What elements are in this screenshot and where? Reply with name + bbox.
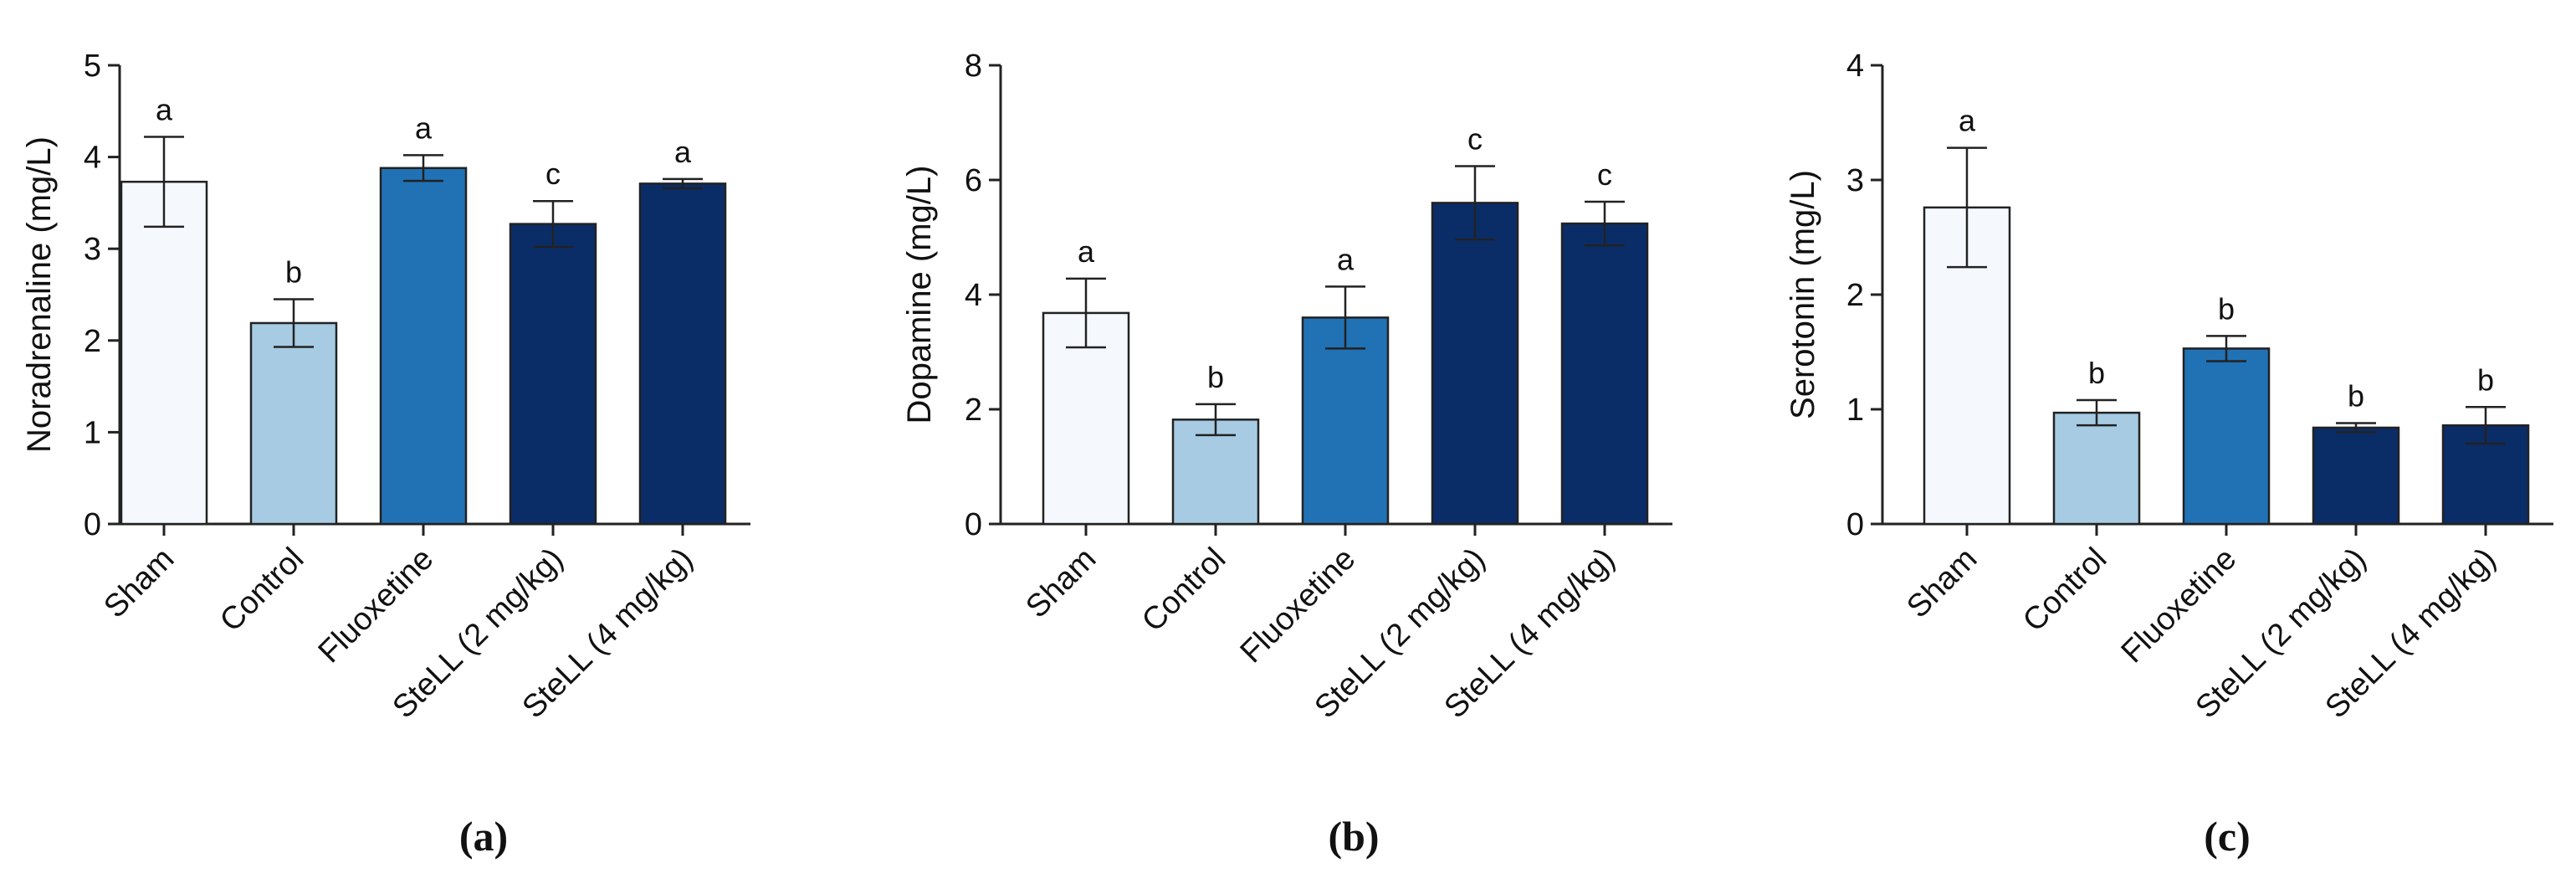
y-axis-title: Dopamine (mg/L) — [901, 165, 938, 424]
bar-3 — [2182, 347, 2271, 526]
y-tick-label: 0 — [965, 507, 982, 542]
x-category-label: Fluoxetine — [2115, 542, 2244, 670]
x-category-label: Fluoxetine — [312, 542, 441, 670]
significance-letter: a — [1959, 104, 1976, 138]
bar-2 — [1171, 419, 1260, 526]
significance-letter: a — [415, 110, 433, 145]
y-tick-label: 3 — [1846, 163, 1864, 198]
significance-letter: a — [1337, 242, 1355, 276]
panel-label: (a) — [459, 813, 508, 860]
y-tick-label: 1 — [84, 415, 101, 450]
x-category-label: Fluoxetine — [1234, 542, 1363, 670]
significance-letter: c — [1467, 122, 1483, 157]
significance-letter: b — [2218, 291, 2235, 326]
y-tick-label: 2 — [1846, 278, 1864, 313]
bar-4 — [509, 223, 597, 526]
y-tick-label: 0 — [84, 507, 101, 542]
y-tick-label: 6 — [965, 163, 982, 198]
panel-label: (b) — [1328, 813, 1379, 860]
bar-5 — [1560, 222, 1649, 526]
y-tick-label: 1 — [1846, 393, 1864, 428]
panel-1: 0 1 2 3 4 5 Noradrenaline (mg/L) a Sham b Control a… — [21, 49, 750, 860]
chart-panels: 0 1 2 3 4 5 Noradrenaline (mg/L) a Sham b Control a… — [21, 49, 2553, 860]
bar-5 — [638, 182, 727, 526]
significance-letter: b — [2477, 362, 2494, 397]
significance-letter: a — [674, 135, 692, 169]
panel-3: 0 1 2 3 4 Serotonin (mg/L) a Sham b Control b Fluox… — [1785, 49, 2553, 860]
y-tick-label: 0 — [1846, 507, 1864, 542]
bar-3 — [379, 167, 468, 526]
bar-4 — [2312, 426, 2400, 526]
x-category-label: Sham — [1900, 542, 1984, 625]
x-category-label: Control — [2016, 542, 2113, 639]
significance-letter: b — [285, 254, 302, 289]
x-category-label: Control — [213, 542, 310, 639]
y-tick-label: 2 — [84, 324, 101, 359]
x-category-label: Sham — [1019, 542, 1103, 625]
significance-letter: b — [2088, 356, 2105, 390]
bar-1 — [120, 180, 208, 526]
significance-letter: a — [1078, 234, 1095, 269]
significance-letter: c — [1597, 157, 1612, 192]
significance-letter: b — [2348, 378, 2364, 413]
y-tick-label: 2 — [965, 393, 982, 428]
panel-label: (c) — [2204, 813, 2251, 860]
y-tick-label: 4 — [84, 141, 101, 176]
y-tick-label: 5 — [84, 49, 101, 84]
y-tick-label: 4 — [965, 278, 982, 313]
y-axis-title: Noradrenaline (mg/L) — [21, 136, 58, 453]
x-category-label: Control — [1135, 542, 1232, 639]
bar-4 — [1431, 202, 1519, 526]
significance-letter: b — [1207, 360, 1224, 394]
bar-2 — [249, 321, 338, 526]
bar-2 — [2052, 411, 2141, 526]
significance-letter: a — [156, 92, 173, 126]
y-tick-label: 4 — [1846, 49, 1864, 84]
y-tick-label: 8 — [965, 49, 982, 84]
bar-3 — [1301, 316, 1390, 526]
x-category-label: Sham — [97, 542, 181, 625]
y-axis-title: Serotonin (mg/L) — [1785, 170, 1821, 419]
significance-letter: c — [545, 157, 561, 191]
y-tick-label: 3 — [84, 232, 101, 267]
panel-2: 0 2 4 6 8 Dopamine (mg/L) a Sham b Control a Fluoxe… — [901, 49, 1672, 860]
